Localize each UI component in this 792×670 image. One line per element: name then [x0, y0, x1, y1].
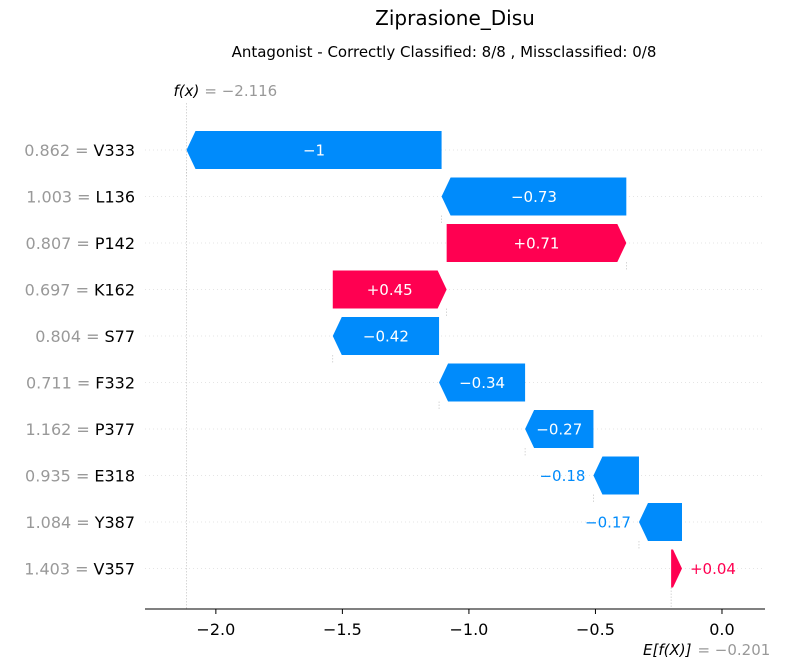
bar-value-label: −0.18	[539, 467, 585, 485]
negative-bar	[525, 410, 594, 448]
bar-value-label: −0.42	[363, 328, 409, 346]
negative-bar	[439, 363, 526, 402]
feature-name: V357	[94, 560, 135, 579]
feature-value: 1.003 =	[26, 188, 90, 207]
feature-value: 0.697 =	[25, 281, 89, 300]
feature-name: Y387	[94, 513, 135, 532]
base-label: E[f(X)]	[643, 641, 692, 659]
bar-value-label: −0.27	[536, 421, 582, 439]
bar-value-label: +0.71	[514, 235, 560, 253]
x-tick-label: −0.5	[576, 620, 615, 639]
base-value: = −0.201	[697, 641, 770, 659]
x-tick-label: −1.0	[449, 620, 488, 639]
x-tick-label: −1.5	[323, 620, 362, 639]
positive-bar	[446, 224, 627, 262]
negative-bar	[441, 177, 627, 216]
feature-value: 1.162 =	[26, 420, 90, 439]
annotations: f(x) = −2.116 E[f(X)] = −0.201	[174, 82, 771, 659]
chart-title: Ziprasione_Disu	[375, 6, 535, 30]
bar-value-label: −1	[303, 142, 325, 160]
feature-value: 0.711 =	[26, 374, 90, 393]
positive-bar	[332, 270, 447, 309]
feature-value: 0.935 =	[25, 467, 89, 486]
bar-value-label: −0.73	[511, 188, 557, 206]
feature-name: V333	[94, 141, 135, 160]
bar-value-label: +0.45	[367, 281, 413, 299]
x-tick-label: 0.0	[709, 620, 734, 639]
negative-bar	[593, 456, 639, 495]
feature-name: P142	[95, 234, 135, 253]
x-tick-label: −2.0	[196, 620, 235, 639]
feature-name: E318	[94, 467, 135, 486]
feature-name: F332	[95, 374, 135, 393]
negative-bar	[186, 131, 442, 169]
bar-value-label: −0.34	[459, 374, 505, 392]
feature-name: P377	[95, 420, 135, 439]
positive-bar	[671, 549, 682, 588]
chart-subtitle: Antagonist - Correctly Classified: 8/8 ,…	[232, 43, 657, 61]
bar-value-label: +0.04	[690, 560, 736, 578]
feature-value: 1.084 =	[25, 513, 89, 532]
x-axis: −2.0 −1.5 −1.0 −0.5 0.0	[145, 608, 765, 639]
feature-value: 0.807 =	[26, 234, 90, 253]
bars: −1 −0.73 +0.71 +0.45 −0.42 −0.34 −0.27 −0.18 −0.…	[186, 131, 736, 588]
feature-name: L136	[96, 188, 135, 207]
bar-value-label: −0.17	[585, 514, 631, 532]
feature-value: 1.403 =	[24, 560, 88, 579]
feature-value: 0.804 =	[35, 327, 99, 346]
fx-label: f(x)	[174, 82, 200, 100]
negative-bar	[638, 503, 682, 541]
negative-bar	[332, 317, 440, 355]
feature-labels: V333 0.862 = L136 1.003 = P142 0.807 = K162 0.6…	[24, 141, 135, 579]
fx-value: = −2.116	[204, 82, 277, 100]
feature-value: 0.862 =	[24, 141, 88, 160]
feature-name: S77	[104, 327, 135, 346]
feature-name: K162	[94, 281, 135, 300]
